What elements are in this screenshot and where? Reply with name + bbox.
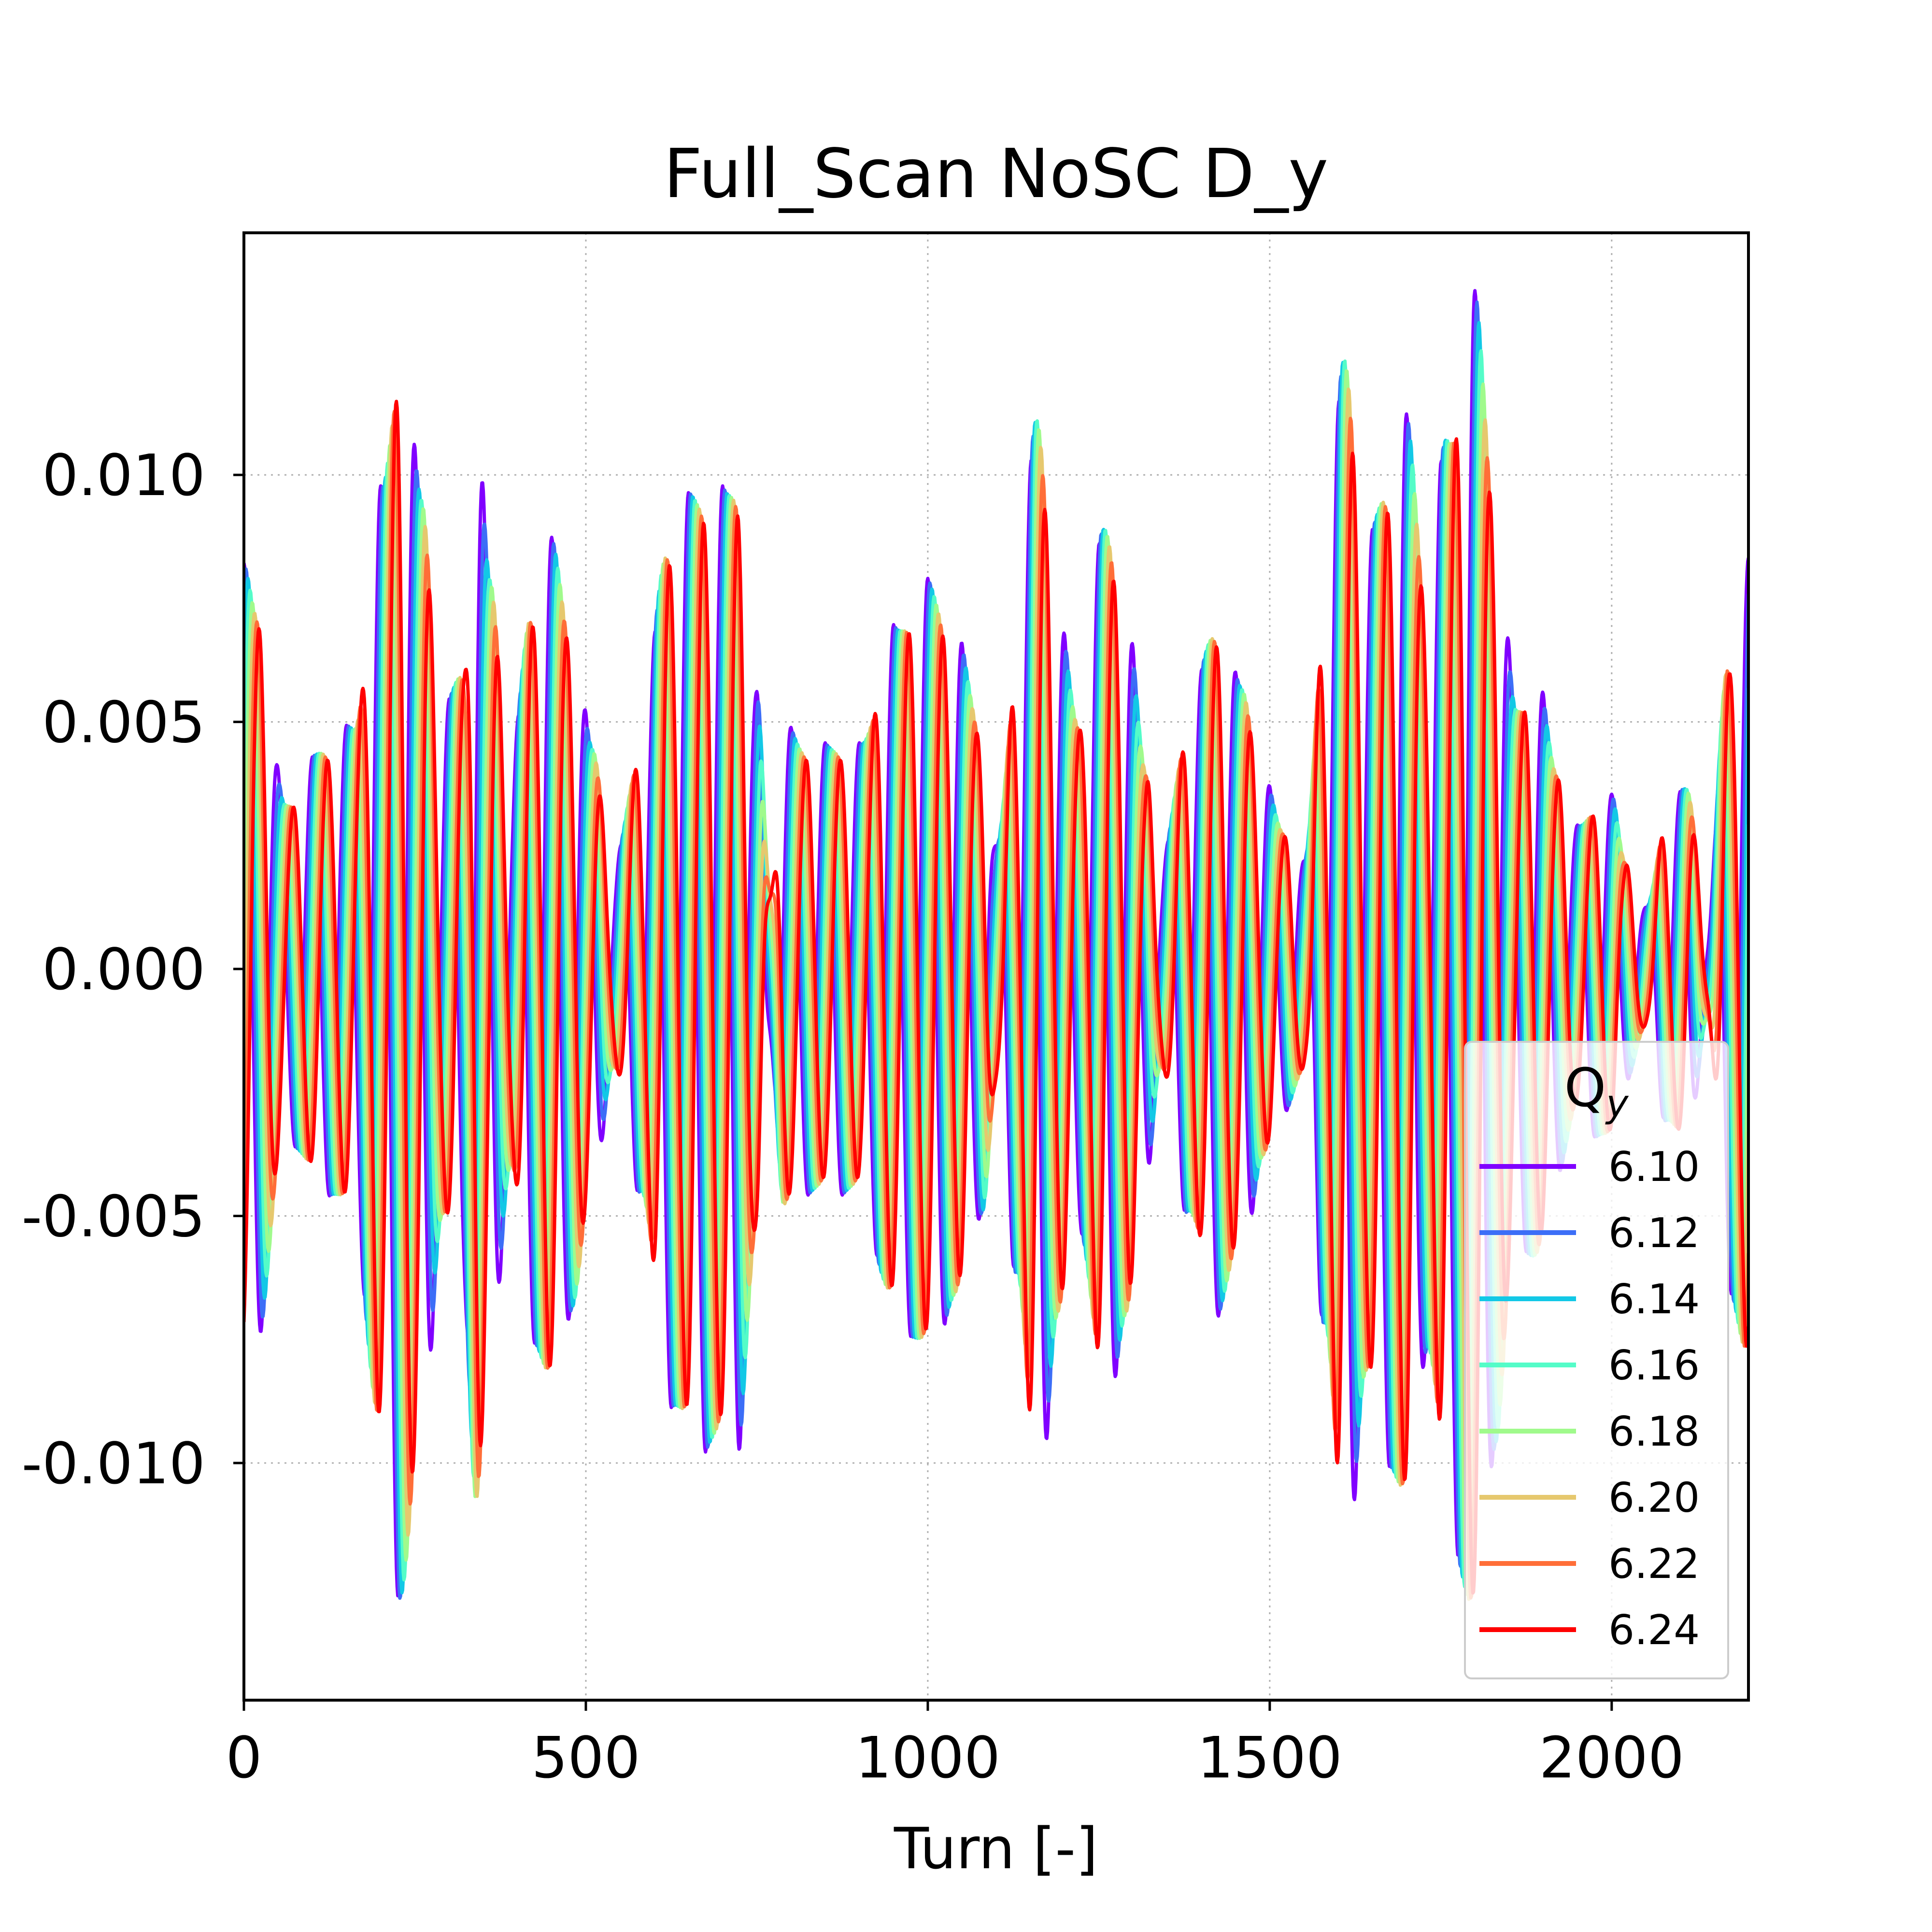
x-tick-label: 1000 [855, 1724, 1000, 1791]
x-axis-label: Turn [-] [894, 1815, 1098, 1882]
legend: Qy 6.10 6.12 6.14 6.16 6.18 6.20 6.22 6.24 [1464, 1041, 1729, 1679]
legend-title-sub: y [1605, 1082, 1629, 1126]
legend-label-6.16: 6.16 [1608, 1342, 1700, 1390]
x-tick-label: 1500 [1197, 1724, 1342, 1791]
y-tick-label: 0.010 [42, 442, 205, 509]
series-line-6.24 [244, 399, 1748, 1595]
legend-box [1464, 1041, 1729, 1679]
legend-title-base: Q [1564, 1057, 1606, 1119]
plot-frame [242, 231, 1750, 1702]
x-axis: 0 500 1000 1500 2000 [226, 1700, 1684, 1791]
x-tick-label: 500 [531, 1724, 640, 1791]
x-tick-label: 2000 [1539, 1724, 1684, 1791]
legend-label-6.14: 6.14 [1608, 1276, 1700, 1323]
y-tick-label: -0.010 [22, 1430, 205, 1497]
legend-label-6.10: 6.10 [1608, 1143, 1700, 1191]
y-tick-label: 0.005 [42, 689, 205, 756]
legend-title: Qy [1564, 1057, 1630, 1126]
legend-label-6.24: 6.24 [1608, 1606, 1700, 1654]
y-axis: -0.010 -0.005 0.000 0.005 0.010 [22, 442, 244, 1497]
chart-title: Full_Scan NoSC D_y [664, 135, 1328, 213]
legend-label-6.18: 6.18 [1608, 1408, 1700, 1456]
legend-label-6.20: 6.20 [1608, 1474, 1700, 1522]
legend-items: 6.10 6.12 6.14 6.16 6.18 6.20 6.22 6.24 [1479, 1143, 1700, 1654]
x-tick-label: 0 [226, 1724, 262, 1791]
legend-label-6.22: 6.22 [1608, 1540, 1700, 1588]
y-tick-label: 0.000 [42, 936, 205, 1003]
legend-label-6.12: 6.12 [1608, 1209, 1700, 1257]
y-tick-label: -0.005 [22, 1183, 205, 1250]
